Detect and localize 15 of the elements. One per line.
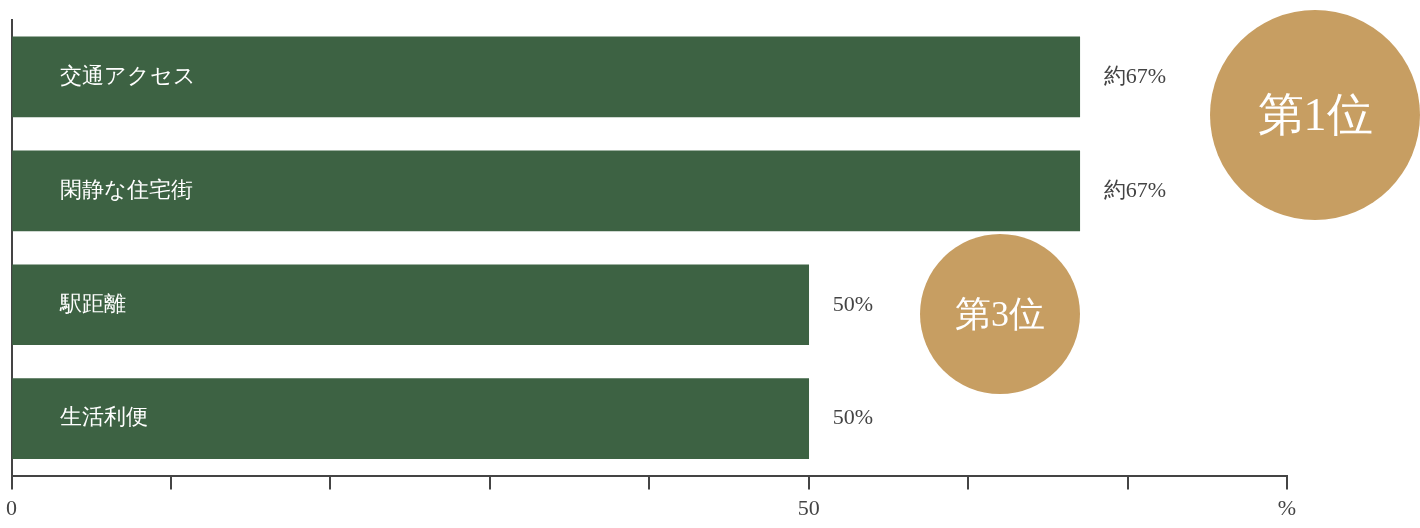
data-label: 約67% <box>1103 176 1167 202</box>
annotation: 第3位 <box>955 292 1045 336</box>
data-label: 約67% <box>1103 62 1167 88</box>
data-label: 50% <box>832 404 874 430</box>
round-badge: 第3位 <box>920 234 1080 394</box>
data-label: 50% <box>832 290 874 316</box>
y-tick-label: 交通アクセス <box>59 62 196 88</box>
round-badge: 第1位 <box>1210 10 1420 220</box>
x-tick-label: % <box>1277 494 1297 520</box>
y-tick-label: 駅距離 <box>58 290 126 316</box>
annotation: 第1位 <box>1257 88 1373 142</box>
y-tick-label: 閑静な住宅街 <box>59 176 193 202</box>
x-tick-label: 50 <box>797 494 820 520</box>
x-tick-label: 0 <box>6 494 17 520</box>
y-tick-label: 生活利便 <box>59 404 148 430</box>
